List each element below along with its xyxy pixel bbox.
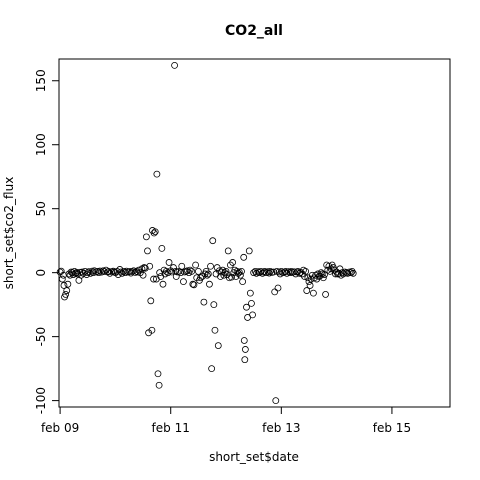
y-tick-label: -100	[34, 387, 48, 414]
x-tick-label: feb 11	[152, 421, 190, 435]
y-tick-label: -50	[34, 327, 48, 347]
x-axis-label: short_set$date	[209, 450, 299, 464]
y-axis-label: short_set$co2_flux	[2, 177, 16, 290]
chart-title: CO2_all	[225, 23, 283, 39]
y-tick-label: 150	[34, 69, 48, 92]
x-tick-label: feb 13	[262, 421, 300, 435]
y-tick-label: 0	[34, 269, 48, 277]
y-tick-label: 100	[34, 133, 48, 156]
x-tick-label: feb 09	[41, 421, 79, 435]
x-tick-label: feb 15	[373, 421, 411, 435]
y-tick-label: 50	[34, 201, 48, 216]
